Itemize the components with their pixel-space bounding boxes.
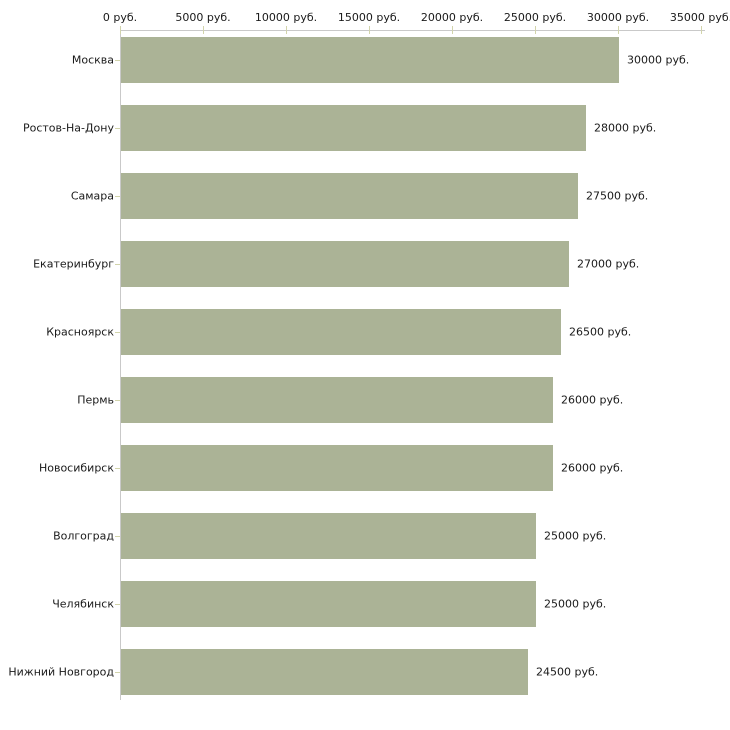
category-label: Волгоград <box>53 529 114 543</box>
value-label: 26500 руб. <box>569 325 632 339</box>
bar <box>121 241 569 287</box>
x-tick-mark <box>535 26 536 34</box>
x-tick-mark <box>203 26 204 34</box>
bar <box>121 445 553 491</box>
x-tick-label: 0 руб. <box>102 11 138 24</box>
category-label: Ростов-На-Дону <box>22 121 114 135</box>
value-label: 28000 руб. <box>594 121 657 135</box>
y-tick-mark <box>115 196 120 197</box>
bar <box>121 173 578 219</box>
y-tick-mark <box>115 604 120 605</box>
bar <box>121 581 536 627</box>
bar <box>121 105 586 151</box>
y-axis-line <box>120 30 121 700</box>
bar <box>121 377 553 423</box>
bar <box>121 649 528 695</box>
x-tick-mark <box>286 26 287 34</box>
category-label: Новосибирск <box>38 461 114 475</box>
value-label: 25000 руб. <box>544 529 607 543</box>
x-axis-line <box>120 30 705 31</box>
x-tick-mark <box>369 26 370 34</box>
y-tick-mark <box>115 536 120 537</box>
y-tick-mark <box>115 128 120 129</box>
x-tick-mark <box>618 26 619 34</box>
x-tick-label: 10000 руб. <box>254 11 318 24</box>
x-tick-label: 30000 руб. <box>586 11 650 24</box>
y-tick-mark <box>115 468 120 469</box>
category-label: Красноярск <box>46 325 114 339</box>
y-tick-mark <box>115 60 120 61</box>
y-tick-mark <box>115 264 120 265</box>
y-tick-mark <box>115 672 120 673</box>
x-tick-label: 20000 руб. <box>420 11 484 24</box>
category-label: Самара <box>70 189 114 203</box>
value-label: 27000 руб. <box>577 257 640 271</box>
y-tick-mark <box>115 332 120 333</box>
bar <box>121 309 561 355</box>
bar <box>121 37 619 83</box>
category-label: Пермь <box>77 393 114 407</box>
value-label: 24500 руб. <box>536 665 599 679</box>
category-label: Екатеринбург <box>33 257 114 271</box>
category-label: Москва <box>71 53 114 67</box>
value-label: 26000 руб. <box>561 461 624 475</box>
value-label: 25000 руб. <box>544 597 607 611</box>
value-label: 27500 руб. <box>586 189 649 203</box>
x-tick-mark <box>452 26 453 34</box>
x-tick-label: 15000 руб. <box>337 11 401 24</box>
x-tick-label: 25000 руб. <box>503 11 567 24</box>
y-tick-mark <box>115 400 120 401</box>
value-label: 26000 руб. <box>561 393 624 407</box>
category-label: Челябинск <box>52 597 114 611</box>
x-tick-label: 35000 руб. <box>669 11 730 24</box>
category-label: Нижний Новгород <box>8 665 114 679</box>
x-tick-label: 5000 руб. <box>175 11 231 24</box>
bar <box>121 513 536 559</box>
value-label: 30000 руб. <box>627 53 690 67</box>
x-tick-mark <box>701 26 702 34</box>
x-tick-mark <box>120 26 121 34</box>
